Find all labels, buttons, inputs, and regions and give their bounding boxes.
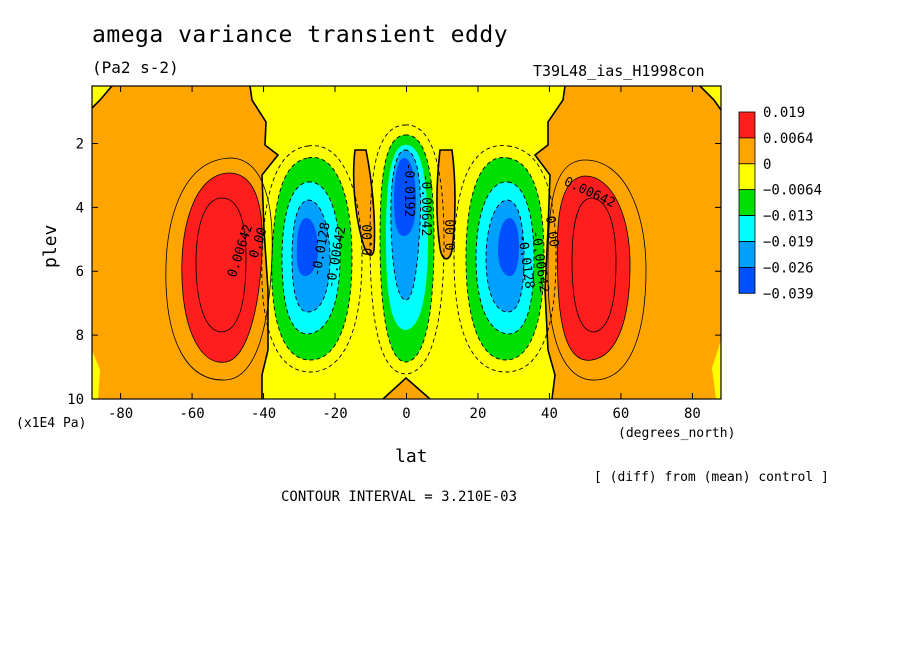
x-tick-label: -40 (251, 406, 276, 422)
region-orange-tongue-left (353, 150, 375, 256)
y-tick-label: 4 (76, 200, 84, 216)
x-axis-unit: (degrees_north) (618, 426, 736, 441)
y-tick-label: 8 (76, 328, 84, 344)
region-orange-tongue-bottom (383, 378, 430, 399)
positive-contours (165, 157, 647, 381)
x-tick-label: -80 (108, 406, 133, 422)
x-tick-label: 0 (402, 406, 410, 422)
colorbar: 0.019 0.0064 0 −0.0064 −0.013 −0.019 −0.026 −0.… (738, 105, 822, 302)
y-tick-label: 6 (76, 264, 84, 280)
region-blue-right (498, 218, 519, 276)
run-name-label: T39L48_ias_H1998con (533, 62, 705, 80)
colorbar-swatch (738, 241, 756, 268)
colorbar-swatch (738, 189, 756, 216)
x-tick-label: 80 (684, 406, 701, 422)
region-yellow-leftbottom (92, 350, 100, 399)
colorbar-label: −0.013 (763, 209, 814, 225)
colorbar-swatch (738, 163, 756, 191)
y-axis: 2 4 6 8 10 (67, 136, 721, 408)
colorbar-label: 0 (763, 157, 771, 173)
x-axis: -80 -60 -40 -20 0 20 40 60 80 (108, 86, 701, 422)
colorbar-label: −0.0064 (763, 183, 822, 199)
colorbar-swatch (738, 111, 756, 139)
contour-label: 0.00 (444, 219, 459, 250)
contour-interval-note: CONTOUR INTERVAL = 3.210E-03 (281, 489, 518, 505)
colorbar-swatch (738, 215, 756, 242)
colorbar-label: 0.019 (763, 105, 805, 121)
region-blue-left (296, 218, 318, 276)
x-tick-label: -60 (179, 406, 204, 422)
x-tick-label: -20 (322, 406, 347, 422)
filled-contours (92, 86, 721, 399)
x-tick-label: 40 (541, 406, 558, 422)
colorbar-swatch (738, 137, 756, 165)
colorbar-swatch (738, 266, 756, 294)
diff-note: [ (diff) from (mean) control ] (594, 470, 829, 485)
region-blue-center (394, 158, 416, 236)
chart-title: amega variance transient eddy (92, 22, 509, 48)
colorbar-label: 0.0064 (763, 131, 814, 147)
y-tick-label: 2 (76, 136, 84, 152)
contour-label: 0.00 (361, 224, 376, 255)
y-axis-label: plev (40, 224, 61, 268)
colorbar-label: −0.019 (763, 235, 814, 251)
units-label: (Pa2 s-2) (92, 58, 179, 77)
colorbar-label: −0.039 (763, 286, 814, 302)
negative-contours (261, 124, 557, 375)
region-yellow-rightbottom (712, 340, 721, 399)
contour-label: -0.0192 (401, 163, 416, 218)
x-tick-label: 60 (613, 406, 630, 422)
region-orange-tongue-right (437, 150, 455, 259)
y-axis-unit: (x1E4 Pa) (16, 416, 87, 431)
x-axis-label: lat (395, 446, 428, 467)
region-yellow-rightedge (700, 86, 721, 110)
x-tick-label: 20 (470, 406, 487, 422)
y-tick-label: 10 (67, 392, 84, 408)
contour-label: 0.00 (542, 215, 561, 248)
contour-label: -0.00642 (418, 174, 433, 237)
colorbar-label: −0.026 (763, 260, 814, 276)
